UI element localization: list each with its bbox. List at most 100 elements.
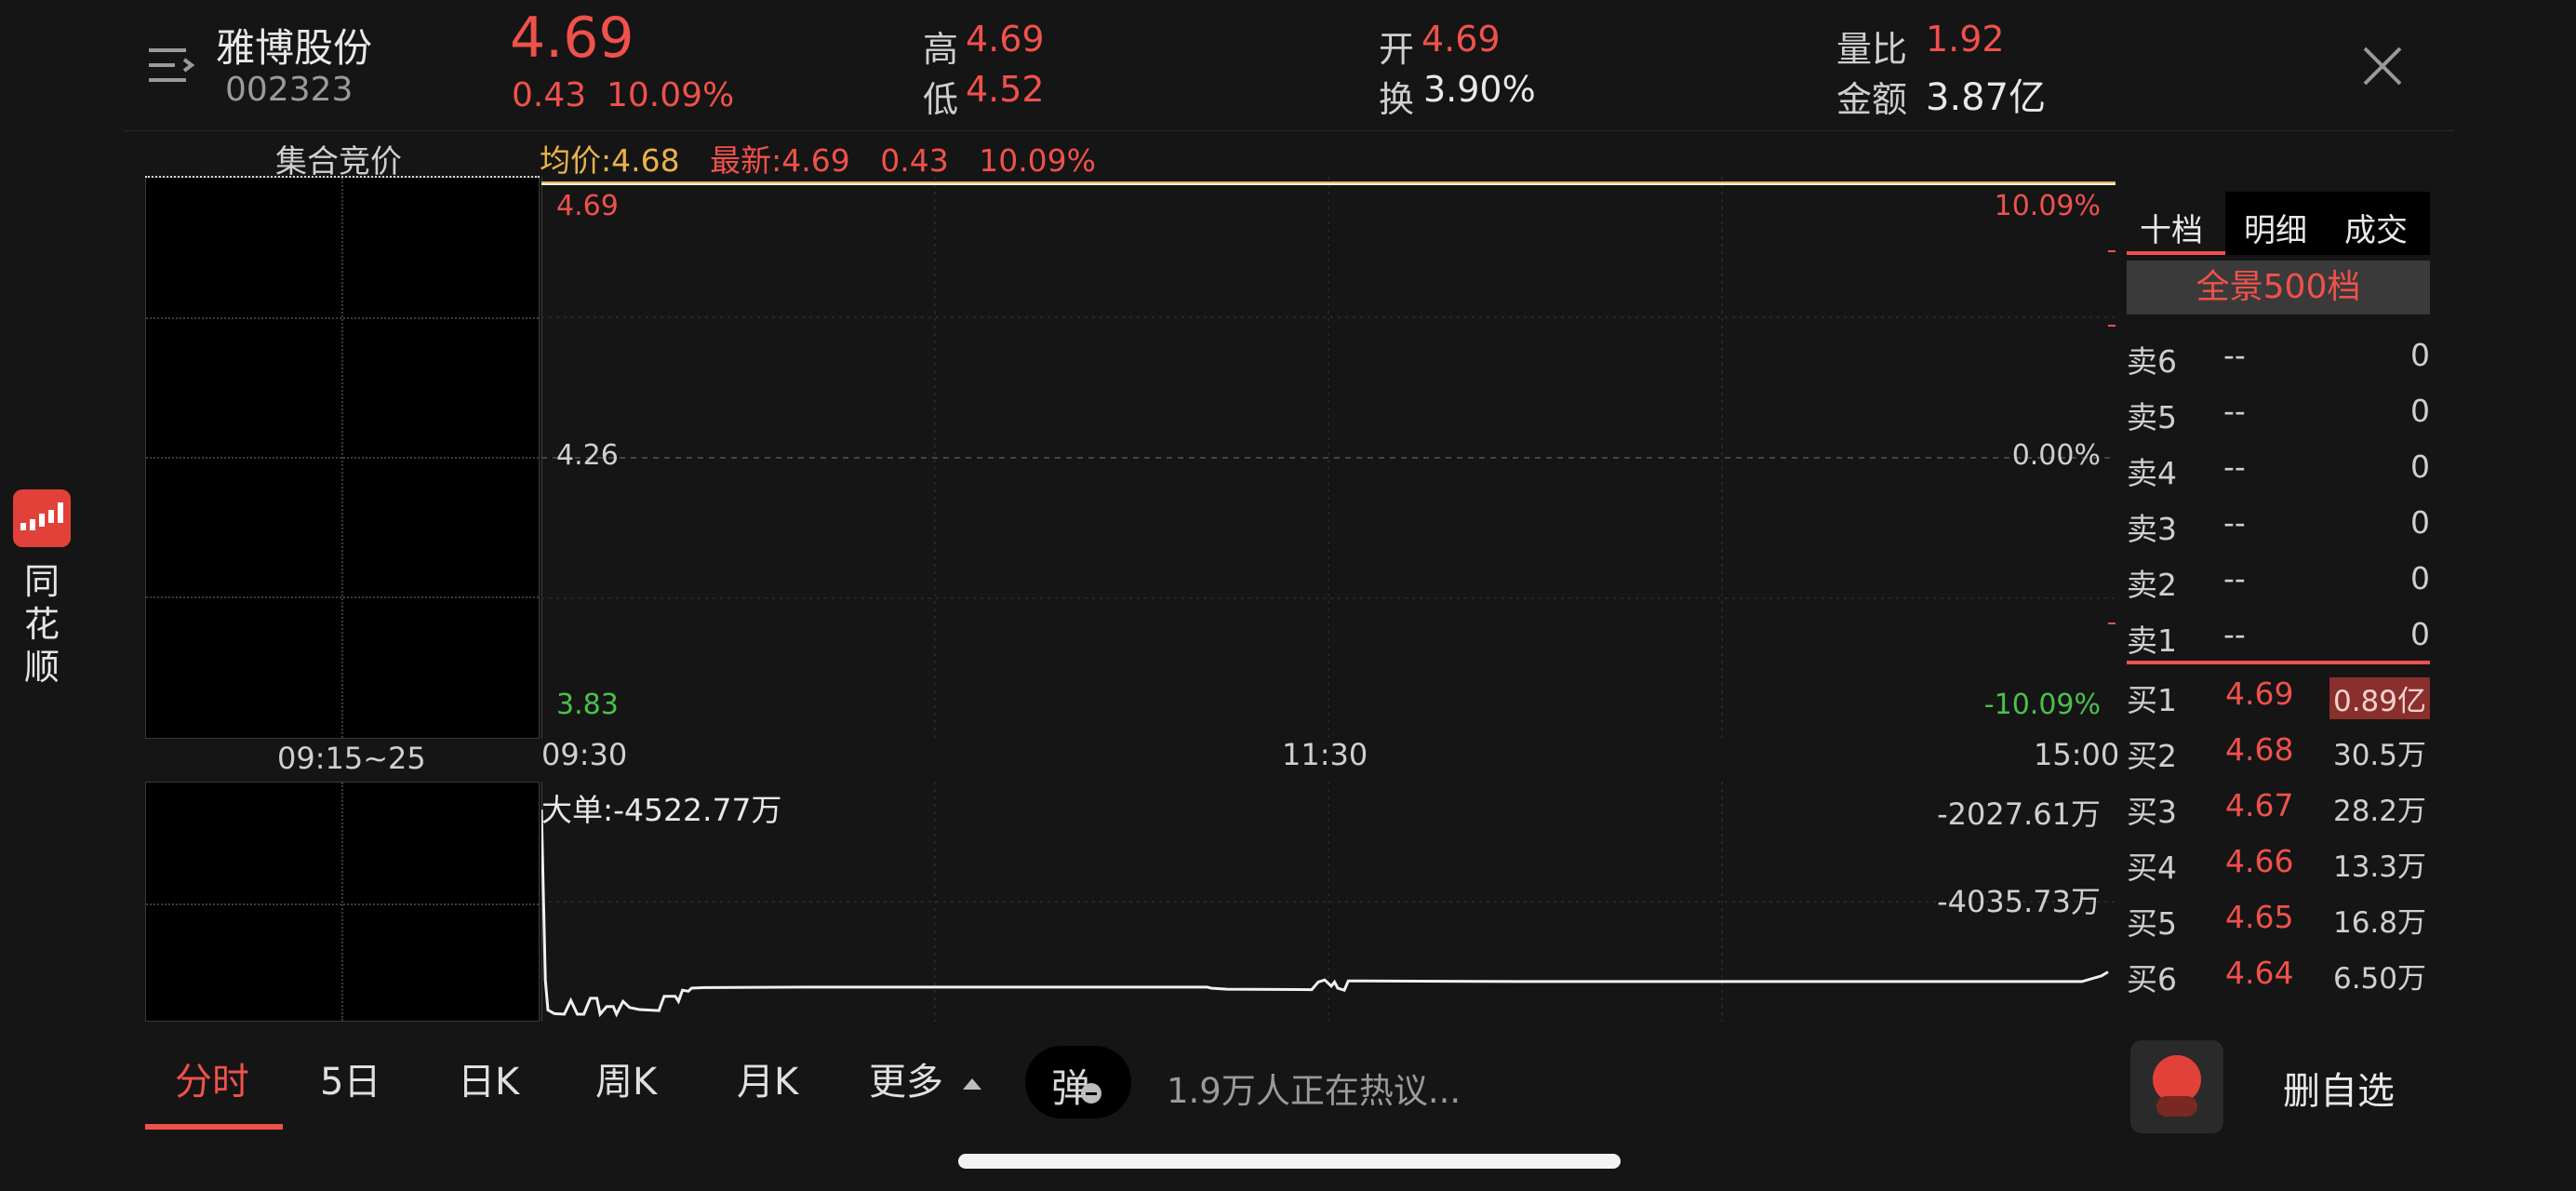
ask-label: 卖5 bbox=[2127, 399, 2177, 435]
ask-volume: 0 bbox=[2410, 337, 2430, 373]
flow-label: 大单:-4522.77万 bbox=[541, 792, 782, 828]
app-name-char: 同 bbox=[23, 561, 60, 602]
panorama-button[interactable]: 全景500档 bbox=[2127, 261, 2430, 314]
amount-value: 3.87亿 bbox=[1926, 76, 2047, 119]
bid-label: 买3 bbox=[2127, 794, 2177, 830]
high-label: 高 bbox=[923, 29, 959, 70]
ask-price: -- bbox=[2223, 560, 2246, 596]
ask-row: 卖6 -- 0 bbox=[2127, 328, 2430, 383]
time-tick-close: 15:00 bbox=[2034, 737, 2120, 772]
orderbook-tabs: 十档 明细 成交 bbox=[2127, 192, 2430, 255]
price-axis-bottom: 3.83 bbox=[556, 689, 619, 721]
bid-price: 4.67 bbox=[2225, 787, 2294, 823]
danmu-toggle-button[interactable]: 弹 bbox=[1025, 1046, 1131, 1118]
discussion-text[interactable]: 1.9万人正在热议... bbox=[1167, 1071, 1462, 1111]
price-axis-top: 4.69 bbox=[556, 190, 619, 222]
tab-monthly-k[interactable]: 月K bbox=[737, 1061, 799, 1104]
remove-watchlist-button[interactable]: 删自选 bbox=[2283, 1070, 2395, 1113]
record-button[interactable] bbox=[2130, 1040, 2223, 1133]
current-price: 4.69 bbox=[510, 6, 634, 71]
bid-row: 买2 4.68 30.5万 bbox=[2127, 722, 2430, 778]
danmu-off-icon bbox=[1081, 1083, 1101, 1104]
bid-label: 买2 bbox=[2127, 738, 2177, 774]
orderbook-divider bbox=[2127, 661, 2430, 664]
ask-row: 卖2 -- 0 bbox=[2127, 551, 2430, 607]
low-value: 4.52 bbox=[966, 69, 1045, 110]
tab-5day[interactable]: 5日 bbox=[320, 1061, 381, 1104]
bid-row: 买6 4.64 6.50万 bbox=[2127, 945, 2430, 1001]
bid-price: 4.66 bbox=[2225, 843, 2294, 879]
high-value: 4.69 bbox=[966, 19, 1045, 60]
header-divider bbox=[123, 130, 2454, 131]
amount-label: 金额 bbox=[1836, 79, 1908, 120]
auction-flow-panel bbox=[145, 782, 540, 1022]
flow-axis-bottom: -4035.73万 bbox=[1937, 884, 2101, 919]
bid-volume: 16.8万 bbox=[2332, 906, 2426, 940]
tab-details[interactable]: 明细 bbox=[2244, 212, 2307, 249]
pct-axis-bottom: -10.09% bbox=[1983, 689, 2101, 721]
tab-ten-levels[interactable]: 十档 bbox=[2127, 192, 2225, 255]
app-launcher[interactable]: 同 花 顺 bbox=[13, 489, 73, 694]
bid-label: 买5 bbox=[2127, 905, 2177, 942]
tab-trades[interactable]: 成交 bbox=[2344, 212, 2408, 249]
app-name-char: 顺 bbox=[23, 647, 60, 688]
bid-row: 买3 4.67 28.2万 bbox=[2127, 778, 2430, 834]
ask-row: 卖5 -- 0 bbox=[2127, 383, 2430, 439]
panorama-button-label: 全景500档 bbox=[2196, 268, 2361, 306]
ask-label: 卖4 bbox=[2127, 455, 2177, 491]
ask-volume: 0 bbox=[2410, 560, 2430, 596]
bid-price: 4.64 bbox=[2225, 955, 2294, 991]
ask-price: -- bbox=[2223, 448, 2246, 485]
ask-price: -- bbox=[2223, 616, 2246, 652]
bid-volume: 13.3万 bbox=[2332, 850, 2426, 884]
stock-name: 雅博股份 bbox=[216, 25, 373, 71]
flow-chart[interactable]: 大单:-4522.77万 -2027.61万 -4035.73万 bbox=[541, 782, 2116, 1022]
tab-more-label: 更多 bbox=[869, 1061, 943, 1104]
volume-ratio-label: 量比 bbox=[1836, 29, 1908, 70]
ask-volume: 0 bbox=[2410, 616, 2430, 652]
bid-volume: 28.2万 bbox=[2332, 795, 2426, 828]
chart-info-bar: 均价:4.68 最新:4.69 0.43 10.09% bbox=[540, 136, 1096, 181]
menu-icon[interactable] bbox=[147, 45, 195, 86]
ask-volume: 0 bbox=[2410, 504, 2430, 541]
auction-time-label: 09:15~25 bbox=[277, 741, 426, 776]
tab-intraday-underline bbox=[145, 1124, 283, 1130]
home-indicator[interactable] bbox=[958, 1154, 1621, 1169]
tab-intraday-label: 分时 bbox=[175, 1061, 249, 1104]
latest-price-label: 最新:4.69 bbox=[710, 142, 850, 179]
avg-price-label: 均价:4.68 bbox=[540, 142, 680, 179]
time-tick-noon: 11:30 bbox=[1282, 737, 1368, 772]
close-icon[interactable] bbox=[2361, 45, 2404, 87]
bid-price: 4.65 bbox=[2225, 899, 2294, 935]
caret-up-icon bbox=[962, 1078, 981, 1090]
app-name-char: 花 bbox=[23, 604, 60, 645]
ask-volume: 0 bbox=[2410, 448, 2430, 485]
open-label: 开 bbox=[1379, 29, 1415, 70]
flow-line bbox=[541, 809, 2109, 1018]
bid-row: 买1 4.69 0.89亿 bbox=[2127, 666, 2430, 722]
ask-label: 卖2 bbox=[2127, 567, 2177, 603]
bid-label: 买1 bbox=[2127, 682, 2177, 718]
price-change-pct: 10.09% bbox=[607, 76, 735, 114]
tab-ten-levels-label: 十档 bbox=[2140, 212, 2203, 249]
tab-intraday[interactable]: 分时 bbox=[175, 1051, 249, 1105]
pct-axis-mid: 0.00% bbox=[2011, 439, 2101, 472]
ask-price: -- bbox=[2223, 393, 2246, 429]
bid-volume-highlight: 0.89亿 bbox=[2329, 677, 2430, 719]
auction-title: 集合竞价 bbox=[275, 143, 402, 181]
tab-more[interactable]: 更多 bbox=[869, 1051, 981, 1105]
flow-axis-top: -2027.61万 bbox=[1937, 796, 2101, 832]
pct-axis-top: 10.09% bbox=[1994, 190, 2101, 222]
low-label: 低 bbox=[923, 79, 959, 120]
tab-daily-k[interactable]: 日K bbox=[458, 1061, 520, 1104]
auction-top-line bbox=[145, 176, 540, 178]
stock-code: 002323 bbox=[225, 71, 354, 109]
price-axis-mid: 4.26 bbox=[556, 439, 619, 472]
tab-weekly-k[interactable]: 周K bbox=[595, 1061, 658, 1104]
bid-label: 买4 bbox=[2127, 850, 2177, 886]
auction-price-panel bbox=[145, 177, 540, 739]
price-chart[interactable]: 4.69 4.26 3.83 10.09% 0.00% -10.09% bbox=[541, 177, 2116, 739]
turnover-value: 3.90% bbox=[1423, 69, 1536, 110]
bid-row: 买4 4.66 13.3万 bbox=[2127, 834, 2430, 890]
time-tick-open: 09:30 bbox=[541, 737, 628, 772]
